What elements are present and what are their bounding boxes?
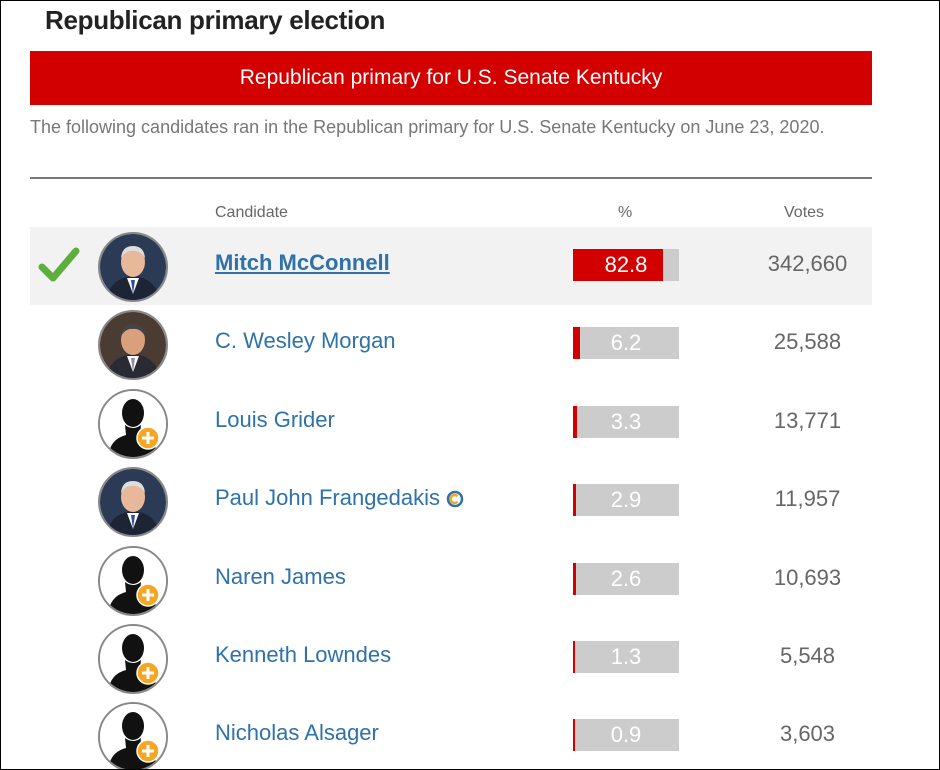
- percent-bar: 1.3: [573, 641, 679, 673]
- candidate-row: Louis Grider 3.3 13,771: [30, 384, 872, 462]
- percent-bar: 3.3: [573, 405, 679, 438]
- candidate-name: C. Wesley Morgan: [215, 328, 396, 354]
- candidate-name: Louis Grider: [215, 406, 335, 432]
- page-title: Republican primary election: [45, 5, 386, 35]
- candidate-name: Kenneth Lowndes: [215, 642, 392, 667]
- percent-bar-fill: [573, 719, 575, 752]
- divider: [30, 177, 872, 179]
- percent-bar: 0.9: [573, 719, 679, 752]
- percent-bar-fill: [573, 562, 576, 595]
- vote-count: 13,771: [773, 407, 842, 433]
- vote-count: 3,603: [779, 721, 836, 747]
- avatar-placeholder-icon: [98, 388, 168, 459]
- winner-check-icon: [38, 243, 80, 285]
- candidate-name-link[interactable]: Mitch McConnell: [215, 250, 390, 276]
- percent-bar-fill: [573, 405, 577, 438]
- percent-value: 2.9: [610, 487, 642, 513]
- candidate-name-link[interactable]: Kenneth Lowndes: [215, 642, 391, 668]
- column-header-percent: %: [618, 204, 633, 221]
- candidate-name: Paul John Frangedakis: [215, 485, 441, 511]
- race-description: The following candidates ran in the Repu…: [30, 117, 825, 137]
- percent-bar: 2.9: [573, 484, 679, 517]
- candidate-name: Nicholas Alsager: [215, 720, 379, 746]
- column-header-votes: Votes: [784, 204, 825, 221]
- percent-bar: 6.2: [573, 327, 679, 360]
- candidate-photo: [98, 310, 168, 381]
- candidate-name: Mitch McConnell: [215, 250, 390, 275]
- vote-count: 5,548: [779, 643, 836, 668]
- percent-bar-fill: [573, 249, 663, 281]
- candidate-row: Paul John Frangedakis 2.9 11,957: [30, 462, 872, 540]
- add-photo-plus-icon[interactable]: [136, 426, 160, 450]
- candidate-photo: [98, 467, 168, 538]
- candidate-name-link[interactable]: Naren James: [215, 564, 346, 590]
- candidate-name-link[interactable]: Louis Grider: [215, 407, 335, 433]
- percent-value: 3.3: [610, 408, 642, 434]
- percent-value: 1.3: [610, 644, 642, 669]
- incumbent-icon: [446, 488, 464, 508]
- candidate-row: Kenneth Lowndes 1.3 5,548: [30, 619, 872, 697]
- candidate-name: Naren James: [215, 563, 346, 589]
- candidate-name-link[interactable]: C. Wesley Morgan: [215, 328, 396, 354]
- candidate-row: Naren James 2.6 10,693: [30, 541, 872, 619]
- percent-value: 0.9: [610, 722, 642, 748]
- race-banner: Republican primary for U.S. Senate Kentu…: [30, 51, 872, 105]
- percent-bar-fill: [573, 484, 576, 517]
- candidate-photo: [98, 232, 168, 302]
- vote-count: 11,957: [774, 486, 841, 512]
- vote-count: 342,660: [767, 251, 848, 276]
- add-photo-plus-icon[interactable]: [136, 661, 160, 685]
- add-photo-plus-icon[interactable]: [136, 582, 160, 607]
- candidate-name-link[interactable]: Nicholas Alsager: [215, 720, 379, 746]
- vote-count: 25,588: [773, 329, 842, 355]
- percent-bar-fill: [573, 327, 580, 360]
- percent-bar-fill: [573, 641, 575, 673]
- candidate-row: C. Wesley Morgan 6.2 25,588: [30, 305, 872, 383]
- candidate-row-winner: Mitch McConnell 82.8 342,660: [30, 227, 872, 305]
- candidate-name-link[interactable]: Paul John Frangedakis: [215, 485, 464, 511]
- percent-bar: 82.8: [573, 249, 679, 281]
- vote-count: 10,693: [773, 564, 842, 590]
- percent-bar: 2.6: [573, 562, 679, 595]
- add-photo-plus-icon[interactable]: [136, 739, 160, 764]
- percent-value: 6.2: [610, 330, 642, 356]
- percent-value: 82.8: [604, 252, 648, 277]
- column-header-candidate: Candidate: [215, 204, 288, 221]
- percent-value: 2.6: [610, 565, 642, 591]
- candidate-row: Nicholas Alsager 0.9 3,603: [30, 697, 872, 769]
